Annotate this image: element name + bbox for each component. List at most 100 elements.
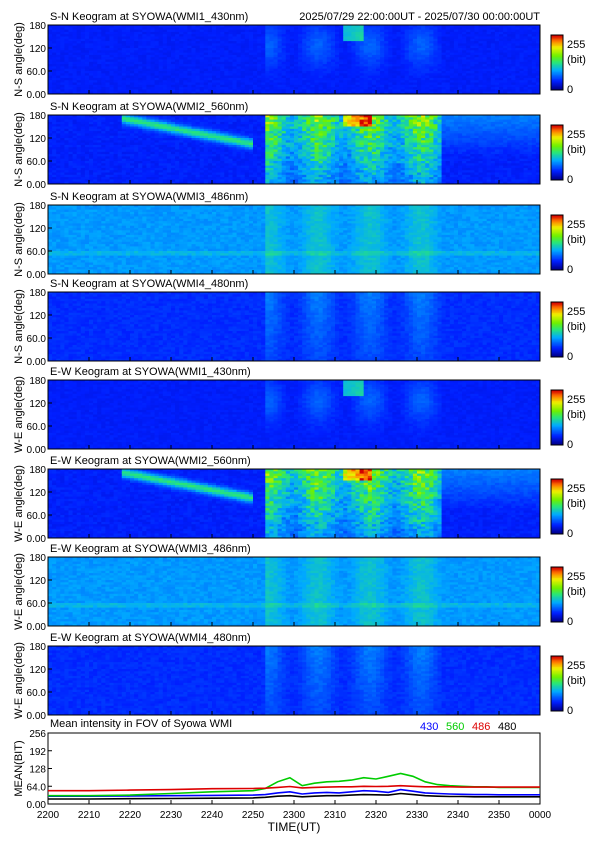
heatmap-cell	[73, 76, 78, 79]
heatmap-cell	[175, 50, 180, 53]
heatmap-cell	[511, 43, 516, 46]
heatmap-cell	[462, 37, 467, 40]
heatmap-cell	[257, 80, 262, 83]
heatmap-cell	[155, 136, 160, 139]
heatmap-cell	[175, 57, 180, 60]
heatmap-cell	[105, 66, 110, 69]
heatmap-cell	[306, 39, 311, 42]
heatmap-cell	[138, 173, 143, 176]
heatmap-cell	[413, 32, 418, 35]
heatmap-cell	[524, 62, 529, 65]
heatmap-cell	[261, 87, 266, 90]
heatmap-cell	[458, 43, 463, 46]
heatmap-cell	[429, 76, 434, 79]
heatmap-cell	[368, 87, 373, 90]
heatmap-cell	[142, 152, 147, 155]
heatmap-cell	[101, 133, 106, 136]
heatmap-cell	[220, 34, 225, 37]
heatmap-cell	[151, 170, 156, 173]
heatmap-cell	[85, 80, 90, 83]
heatmap-cell	[351, 34, 356, 37]
heatmap-cell	[450, 87, 455, 90]
heatmap-cell	[81, 55, 86, 58]
heatmap-cell	[187, 120, 192, 123]
heatmap-cell	[48, 39, 53, 42]
heatmap-cell	[77, 53, 82, 56]
heatmap-cell	[409, 30, 414, 33]
heatmap-cell	[81, 71, 86, 74]
heatmap-cell	[179, 140, 184, 143]
heatmap-cell	[146, 140, 151, 143]
heatmap-cell	[401, 34, 406, 37]
heatmap-cell	[265, 64, 270, 67]
heatmap-cell	[220, 147, 225, 150]
heatmap-cell	[347, 69, 352, 72]
heatmap-cell	[511, 83, 516, 86]
heatmap-cell	[89, 136, 94, 139]
heatmap-cell	[48, 37, 53, 40]
heatmap-cell	[192, 136, 197, 139]
heatmap-cell	[339, 85, 344, 88]
heatmap-cell	[171, 34, 176, 37]
heatmap-cell	[372, 39, 377, 42]
heatmap-cell	[122, 69, 127, 72]
heatmap-cell	[118, 55, 123, 58]
heatmap-cell	[126, 147, 130, 150]
heatmap-cell	[138, 159, 143, 162]
heatmap-cell	[52, 48, 57, 51]
heatmap-cell	[401, 62, 406, 65]
heatmap-cell	[110, 127, 115, 130]
heatmap-cell	[60, 62, 65, 65]
heatmap-cell	[470, 34, 475, 37]
heatmap-cell	[413, 50, 418, 53]
heatmap-cell	[69, 120, 74, 123]
heatmap-cell	[212, 127, 217, 130]
heatmap-cell	[220, 62, 225, 65]
heatmap-cell	[77, 177, 82, 180]
heatmap-cell	[216, 32, 221, 35]
heatmap-cell	[48, 41, 53, 44]
heatmap-cell	[405, 60, 410, 63]
heatmap-cell	[507, 87, 512, 90]
heatmap-cell	[52, 136, 57, 139]
heatmap-cell	[118, 73, 123, 76]
heatmap-cell	[237, 50, 242, 53]
heatmap-cell	[216, 140, 221, 143]
heatmap-cell	[405, 48, 410, 51]
heatmap-cell	[151, 83, 156, 86]
heatmap-cell	[138, 30, 143, 33]
heatmap-cell	[364, 50, 369, 53]
heatmap-cell	[503, 50, 508, 53]
heatmap-cell	[294, 62, 299, 65]
heatmap-cell	[130, 83, 135, 86]
heatmap-cell	[142, 69, 147, 72]
heatmap-cell	[351, 32, 356, 35]
heatmap-cell	[507, 71, 512, 74]
heatmap-cell	[384, 32, 389, 35]
heatmap-cell	[110, 124, 115, 127]
heatmap-cell	[499, 53, 504, 56]
heatmap-cell	[192, 129, 197, 132]
heatmap-cell	[278, 53, 283, 56]
heatmap-cell	[56, 127, 61, 130]
heatmap-cell	[274, 53, 279, 56]
heatmap-cell	[60, 138, 65, 141]
heatmap-cell	[97, 131, 102, 134]
heatmap-cell	[425, 30, 430, 33]
heatmap-cell	[269, 69, 274, 72]
heatmap-cell	[122, 168, 127, 171]
heatmap-cell	[56, 159, 61, 162]
heatmap-cell	[163, 177, 168, 180]
heatmap-cell	[511, 55, 516, 58]
heatmap-cell	[196, 48, 201, 51]
heatmap-cell	[335, 64, 340, 67]
heatmap-cell	[97, 53, 102, 56]
heatmap-cell	[319, 62, 324, 65]
heatmap-cell	[392, 83, 397, 86]
heatmap-cell	[274, 55, 279, 58]
heatmap-cell	[97, 124, 102, 127]
heatmap-cell	[56, 129, 61, 132]
heatmap-cell	[175, 87, 180, 90]
heatmap-cell	[380, 62, 385, 65]
heatmap-cell	[204, 37, 209, 40]
